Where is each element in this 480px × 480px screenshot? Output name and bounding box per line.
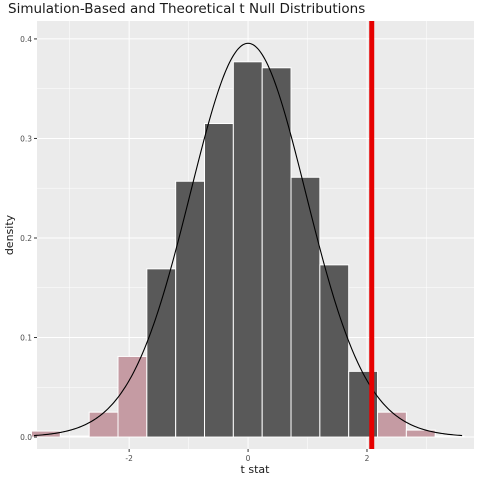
- y-tick-label: 0.0: [20, 433, 32, 442]
- y-tick-label: 0.1: [20, 334, 32, 343]
- histogram-bar-shaded: [117, 355, 148, 438]
- histogram-bar-shaded: [59, 435, 90, 438]
- chart-title: Simulation-Based and Theoretical t Null …: [8, 1, 366, 17]
- x-axis-label: t stat: [241, 463, 271, 476]
- histogram-bar: [175, 180, 206, 438]
- y-tick-label: 0.3: [20, 134, 32, 143]
- x-tick-label: 0: [246, 454, 251, 463]
- x-tick-label: -2: [125, 454, 133, 463]
- histogram-bar: [290, 176, 321, 438]
- x-tick-label: 2: [365, 454, 370, 463]
- histogram-bar: [204, 123, 234, 438]
- histogram-bar-shaded: [434, 435, 465, 438]
- x-axis-ticks: -2 0 2: [125, 449, 370, 463]
- histogram-bar: [261, 67, 292, 438]
- histogram-bar-shaded: [377, 411, 407, 438]
- y-tick-label: 0.2: [20, 234, 32, 243]
- histogram-bar-shaded: [405, 429, 436, 438]
- histogram-bar: [146, 268, 177, 438]
- histogram-bar: [232, 61, 263, 438]
- y-axis-label: density: [3, 214, 16, 255]
- histogram-bars: [31, 61, 465, 438]
- histogram-bar: [319, 264, 350, 438]
- histogram-bar-shaded: [88, 411, 119, 438]
- theoretical-density-curve: [33, 42, 463, 437]
- y-tick-label: 0.4: [20, 35, 32, 44]
- y-axis-ticks: 0.0 0.1 0.2 0.3 0.4: [20, 35, 37, 442]
